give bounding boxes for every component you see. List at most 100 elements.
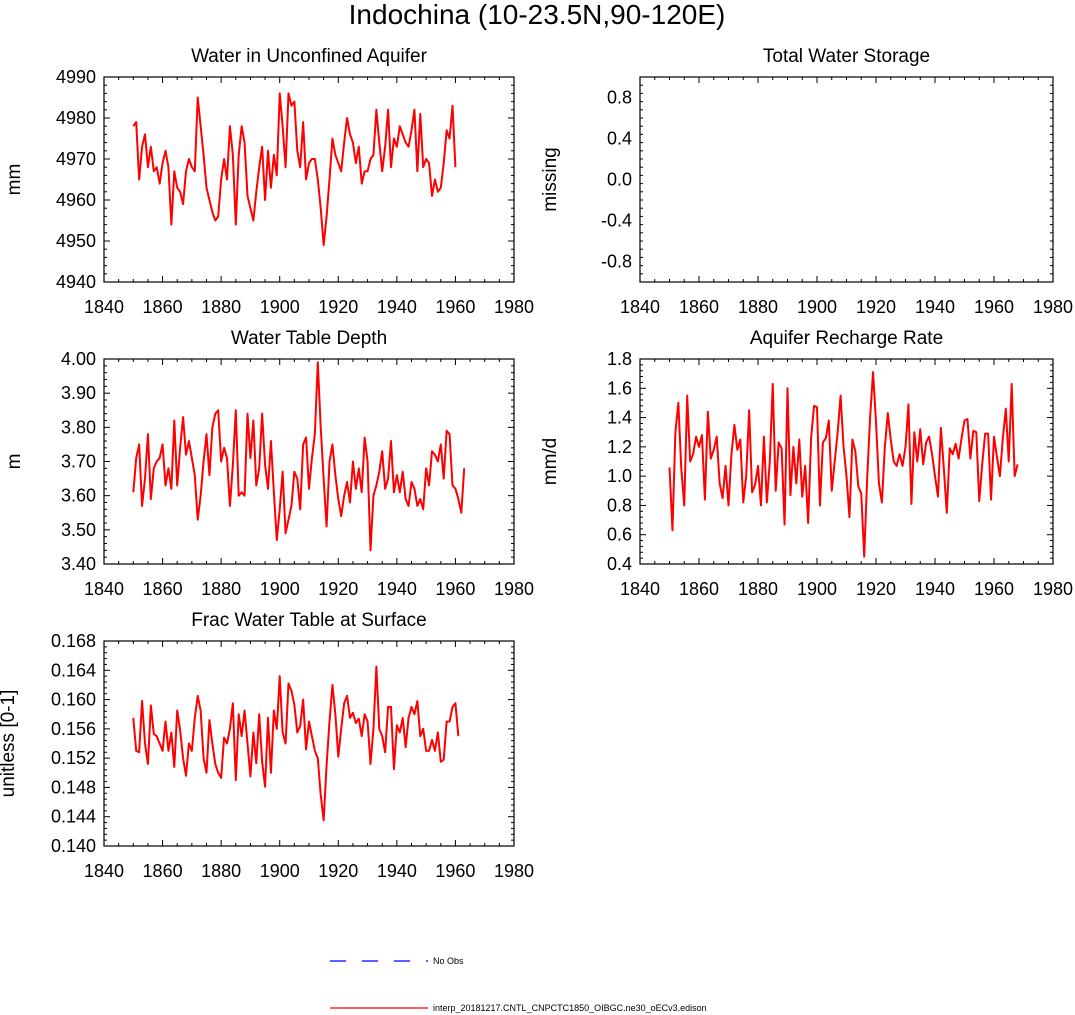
x-tick-label: 1900	[797, 297, 837, 317]
y-tick-label: 3.90	[61, 383, 96, 403]
y-tick-label: 4.00	[61, 349, 96, 369]
x-tick-label: 1860	[143, 579, 183, 599]
panel-title: Water in Unconfined Aquifer	[191, 46, 428, 67]
y-axis-label: m	[4, 454, 25, 470]
y-tick-label: 4970	[56, 149, 96, 169]
y-axis-label: mm	[4, 164, 25, 196]
x-tick-label: 1880	[201, 579, 241, 599]
x-tick-label: 1980	[1033, 579, 1073, 599]
y-tick-label: 3.50	[61, 520, 96, 540]
y-tick-label: 3.60	[61, 486, 96, 506]
x-tick-label: 1900	[260, 861, 300, 881]
x-tick-label: 1920	[318, 861, 358, 881]
x-tick-label: 1940	[915, 297, 955, 317]
y-axis-label: unitless [0-1]	[0, 690, 19, 798]
x-tick-label: 1920	[318, 579, 358, 599]
y-axis-label: missing	[540, 147, 561, 211]
figure-title: Indochina (10-23.5N,90-120E)	[349, 0, 726, 30]
x-tick-label: 1980	[494, 861, 534, 881]
x-tick-label: 1980	[494, 297, 534, 317]
y-tick-label: 4960	[56, 190, 96, 210]
y-tick-label: 0.164	[51, 660, 96, 680]
y-tick-label: 0.160	[51, 690, 96, 710]
x-tick-label: 1940	[377, 297, 417, 317]
y-tick-label: 0.8	[607, 495, 632, 515]
y-tick-label: 1.2	[607, 437, 632, 457]
x-tick-label: 1840	[84, 579, 124, 599]
x-tick-label: 1980	[494, 579, 534, 599]
x-tick-label: 1920	[318, 297, 358, 317]
y-tick-label: 0.4	[607, 554, 632, 574]
x-tick-label: 1960	[435, 861, 475, 881]
y-tick-label: 4980	[56, 108, 96, 128]
y-tick-label: 0.144	[51, 807, 96, 827]
x-tick-label: 1900	[260, 579, 300, 599]
y-tick-label: 0.152	[51, 748, 96, 768]
x-tick-label: 1880	[201, 861, 241, 881]
series-line-model	[132, 665, 460, 822]
x-tick-label: 1940	[377, 579, 417, 599]
series-line-model	[132, 92, 457, 247]
panel-title: Water Table Depth	[231, 328, 387, 349]
y-tick-label: -0.8	[601, 252, 632, 272]
x-tick-label: 1860	[143, 297, 183, 317]
x-tick-label: 1880	[738, 579, 778, 599]
series-line-model	[132, 361, 466, 552]
x-tick-label: 1920	[856, 297, 896, 317]
x-tick-label: 1960	[435, 297, 475, 317]
x-tick-label: 1840	[84, 861, 124, 881]
legend-obs-label: No Obs	[433, 956, 464, 966]
y-tick-label: 0.0	[607, 170, 632, 190]
x-tick-label: 1860	[143, 861, 183, 881]
y-tick-label: 1.6	[607, 378, 632, 398]
y-tick-label: 0.148	[51, 777, 96, 797]
y-tick-label: 4940	[56, 272, 96, 292]
panel-title: Frac Water Table at Surface	[191, 610, 427, 631]
x-tick-label: 1960	[974, 297, 1014, 317]
plot-frame	[103, 640, 515, 847]
plot-frame	[639, 358, 1054, 565]
series-line-model	[668, 371, 1019, 558]
legend: No Obs interp_20181217.CNTL_CNPCTC1850_O…	[330, 956, 707, 1013]
plot-frame	[103, 358, 515, 565]
panel-1: Water in Unconfined Aquifer 1840 1860 1880 1…	[4, 46, 534, 317]
y-tick-label: 0.156	[51, 719, 96, 739]
x-tick-label: 1920	[856, 579, 896, 599]
y-tick-label: 0.8	[607, 88, 632, 108]
plot-frame	[639, 76, 1054, 283]
y-tick-label: 0.4	[607, 129, 632, 149]
y-axis-label: mm/d	[540, 438, 561, 486]
panel-2: Total Water Storage 1840 1860 1880 1900 1920 1…	[540, 46, 1073, 317]
y-tick-label: 0.140	[51, 836, 96, 856]
x-tick-label: 1900	[797, 579, 837, 599]
x-tick-label: 1860	[679, 297, 719, 317]
y-tick-label: 1.0	[607, 466, 632, 486]
x-tick-label: 1900	[260, 297, 300, 317]
x-tick-label: 1840	[84, 297, 124, 317]
x-tick-label: 1940	[915, 579, 955, 599]
panel-4: Aquifer Recharge Rate 1840 1860 1880 1900 192…	[540, 328, 1073, 599]
x-tick-label: 1880	[201, 297, 241, 317]
y-tick-label: 3.40	[61, 554, 96, 574]
x-tick-label: 1980	[1033, 297, 1073, 317]
x-tick-label: 1960	[974, 579, 1014, 599]
x-tick-label: 1840	[620, 297, 660, 317]
x-tick-label: 1940	[377, 861, 417, 881]
y-tick-label: 4950	[56, 231, 96, 251]
x-tick-label: 1840	[620, 579, 660, 599]
y-tick-label: 3.70	[61, 452, 96, 472]
y-tick-label: 3.80	[61, 417, 96, 437]
y-tick-label: 0.168	[51, 631, 96, 651]
x-tick-label: 1960	[435, 579, 475, 599]
y-tick-label: 0.6	[607, 525, 632, 545]
x-tick-label: 1880	[738, 297, 778, 317]
x-tick-label: 1860	[679, 579, 719, 599]
panels: Water in Unconfined Aquifer 1840 1860 1880 1…	[0, 46, 1073, 881]
y-tick-label: 1.8	[607, 349, 632, 369]
y-tick-label: 1.4	[607, 408, 632, 428]
panel-5: Frac Water Table at Surface 1840 1860 1880 1…	[0, 610, 534, 881]
legend-model-label: interp_20181217.CNTL_CNPCTC1850_OIBGC.ne…	[433, 1003, 707, 1013]
panel-title: Aquifer Recharge Rate	[750, 328, 943, 349]
y-tick-label: 4990	[56, 67, 96, 87]
